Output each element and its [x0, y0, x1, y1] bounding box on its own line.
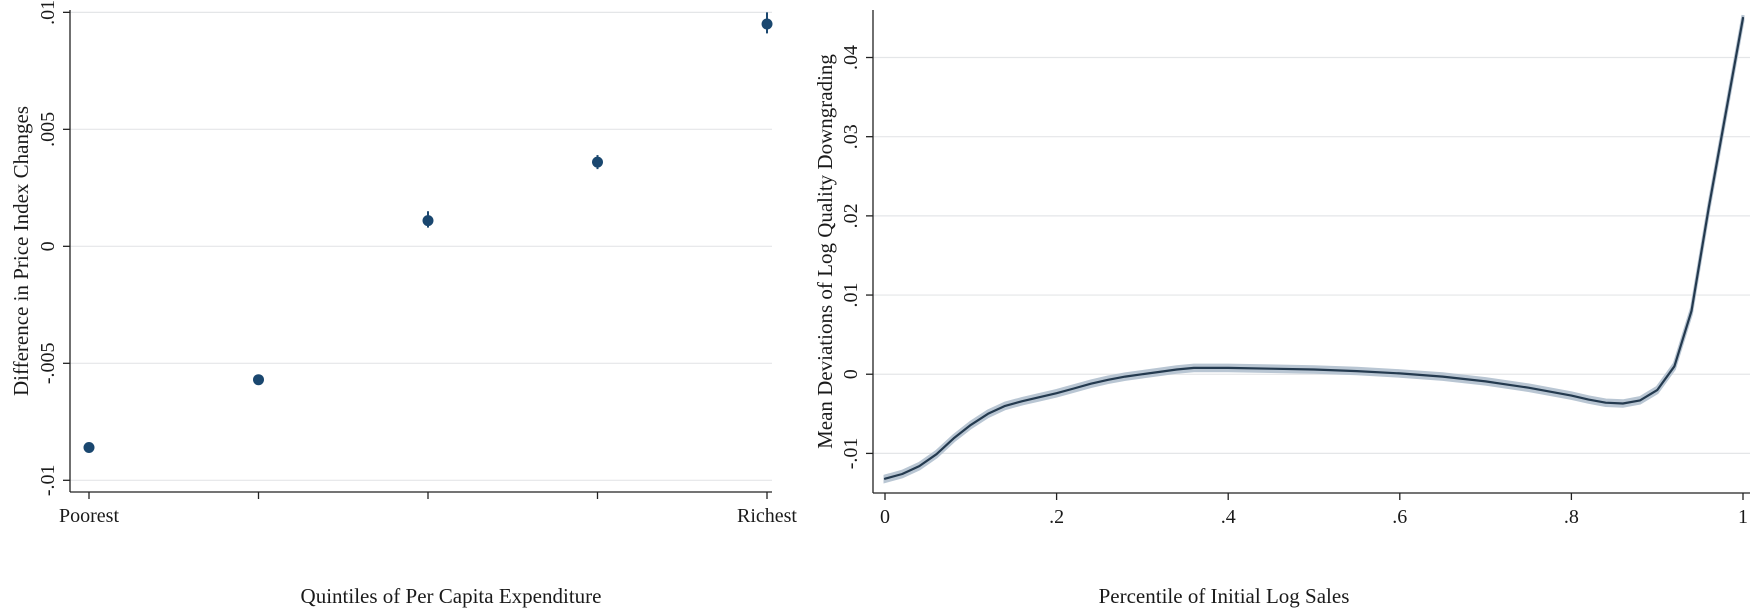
right-y-tick-label: -.01: [840, 438, 862, 470]
left-data-point: [761, 18, 773, 30]
right-x-tick-label: .8: [1564, 506, 1579, 528]
left-data-points: [83, 12, 773, 454]
right-x-tick-label: 1: [1738, 506, 1748, 528]
right-series: [883, 14, 1745, 484]
left-y-tick-label: -.005: [37, 342, 59, 384]
left-y-ticks: -.01 -.005 0 .005 .01: [37, 0, 70, 496]
left-gridlines: [70, 11, 772, 481]
left-data-point: [253, 374, 264, 386]
left-y-tick-label: .005: [37, 112, 59, 147]
right-y-tick-label: 0: [840, 369, 862, 379]
right-confidence-band: [883, 14, 1745, 484]
right-y-tick-label: .02: [840, 203, 862, 228]
left-y-tick-label: -.01: [37, 464, 59, 496]
left-y-tick-label: 0: [37, 241, 59, 251]
right-y-ticks: -.01 0 .01 .02 .03 .04: [840, 45, 873, 469]
left-x-ticks: Poorest Richest: [59, 492, 797, 527]
right-x-ticks: 0 .2 .4 .6 .8 1: [880, 493, 1748, 528]
left-data-point: [422, 215, 434, 227]
right-y-tick-label: .03: [840, 124, 862, 149]
right-chart-panel: -.01 0 .01 .02 .03 .04 0 .2 .4 .6 .8 1 Percentile …: [813, 10, 1750, 608]
left-x-tick-label: Poorest: [59, 505, 119, 527]
left-axes: [69, 10, 772, 493]
left-y-axis-title: Difference in Price Index Changes: [9, 106, 33, 396]
left-data-point: [83, 442, 95, 454]
right-y-axis-title: Mean Deviations of Log Quality Downgradi…: [813, 54, 837, 449]
right-y-tick-label: .04: [840, 45, 862, 70]
left-chart-panel: -.01 -.005 0 .005 .01 Poorest Richest Quintil…: [9, 0, 797, 608]
right-axes: [872, 10, 1750, 494]
right-gridlines: [873, 56, 1750, 455]
right-x-tick-label: .6: [1392, 506, 1407, 528]
right-x-tick-label: .4: [1221, 506, 1236, 528]
left-x-axis-title: Quintiles of Per Capita Expenditure: [301, 584, 602, 608]
right-series-line: [883, 16, 1745, 480]
left-x-tick-label: Richest: [737, 505, 797, 527]
right-x-axis-title: Percentile of Initial Log Sales: [1099, 584, 1350, 608]
right-x-tick-label: .2: [1049, 506, 1064, 528]
left-y-tick-label: .01: [37, 0, 59, 25]
right-y-tick-label: .01: [840, 283, 862, 308]
right-x-tick-label: 0: [880, 506, 890, 528]
left-data-point: [592, 156, 603, 168]
